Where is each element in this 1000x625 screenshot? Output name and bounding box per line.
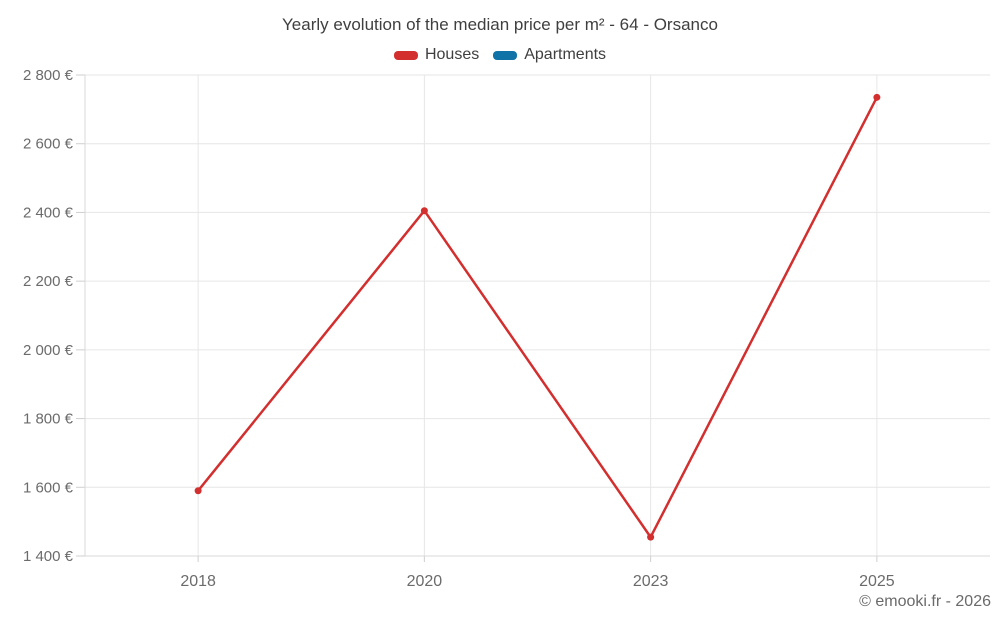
legend-label-apartments: Apartments (524, 46, 607, 63)
y-axis-label: 1 400 € (23, 548, 74, 565)
data-point-houses-2025[interactable] (873, 93, 881, 101)
x-axis-label: 2018 (180, 573, 216, 590)
y-axis-label: 2 200 € (23, 273, 74, 290)
legend-item-apartments[interactable]: Apartments (493, 46, 606, 64)
y-axis-label: 2 600 € (23, 136, 74, 153)
series-line-houses (197, 96, 878, 539)
x-axis-label: 2020 (407, 573, 443, 590)
data-point-houses-2023[interactable] (647, 533, 655, 541)
legend-label-houses: Houses (424, 46, 480, 63)
copyright-text: © emooki.fr - 2026 (859, 593, 991, 610)
data-point-houses-2018[interactable] (194, 487, 202, 495)
data-point-houses-2020[interactable] (420, 207, 428, 215)
apartments-series-swatch (493, 50, 518, 60)
y-axis-label: 1 600 € (23, 479, 74, 496)
legend: Houses Apartments (0, 46, 1000, 64)
chart-title: Yearly evolution of the median price per… (282, 15, 718, 34)
x-axis-label: 2023 (633, 573, 669, 590)
x-axis-label: 2025 (859, 573, 895, 590)
legend-item-houses[interactable]: Houses (393, 46, 480, 64)
houses-series-swatch (393, 50, 418, 60)
y-axis-label: 1 800 € (23, 411, 74, 428)
y-axis-label: 2 400 € (23, 204, 74, 221)
y-axis-label: 2 800 € (23, 67, 74, 84)
y-axis-label: 2 000 € (23, 342, 74, 359)
